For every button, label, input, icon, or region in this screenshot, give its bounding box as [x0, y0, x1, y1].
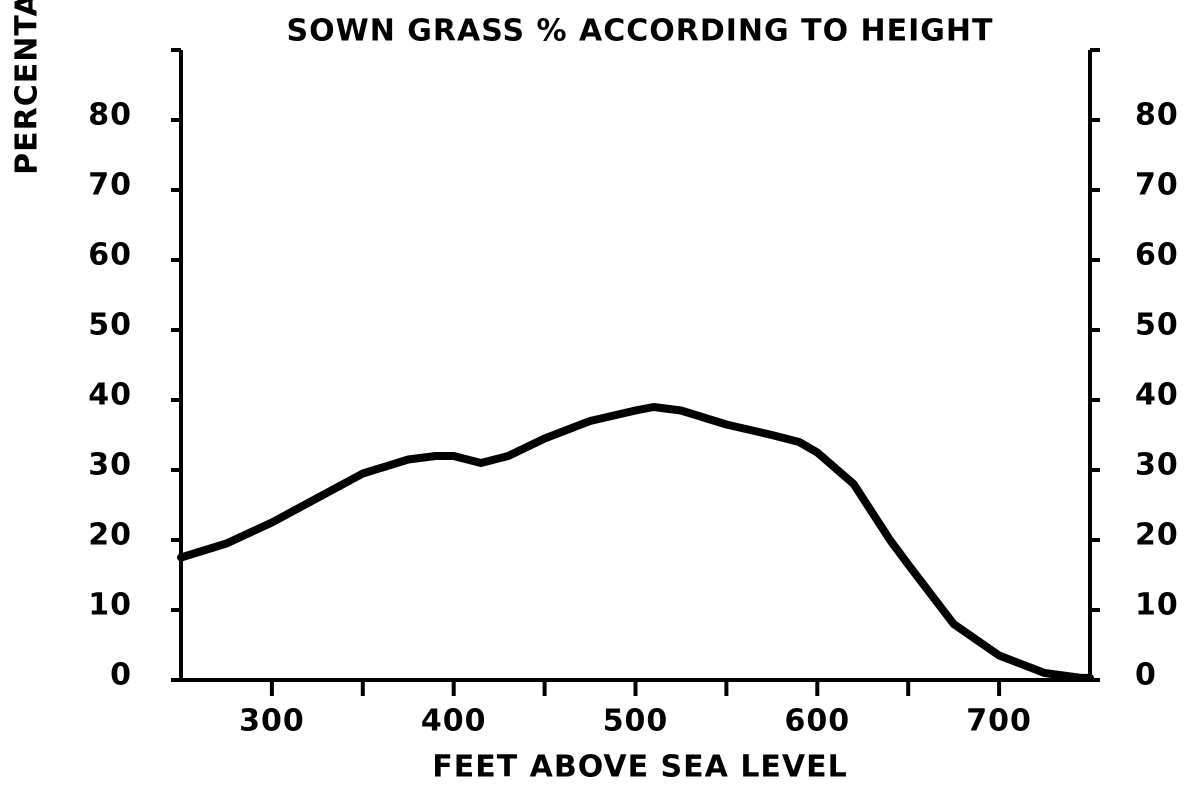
y-tick-label: 50 [88, 308, 132, 343]
y2-tick-label: 30 [1135, 448, 1179, 483]
y2-tick-label: 80 [1135, 98, 1179, 133]
y-tick-label: 80 [88, 98, 132, 133]
x-tick-label: 400 [421, 704, 487, 739]
y-tick-label: 0 [110, 658, 132, 693]
y-tick-label: 40 [88, 378, 132, 413]
y-tick-label: 60 [88, 238, 132, 273]
y2-tick-label: 10 [1135, 588, 1179, 623]
y-tick-label: 10 [88, 588, 132, 623]
y-axis-label: PERCENTAGE [10, 0, 45, 175]
x-axis-label: FEET ABOVE SEA LEVEL [432, 750, 848, 785]
x-tick-label: 300 [239, 704, 305, 739]
y-tick-label: 30 [88, 448, 132, 483]
chart-title: SOWN GRASS % ACCORDING TO HEIGHT [287, 14, 994, 49]
x-tick-label: 600 [784, 704, 850, 739]
x-tick-label: 700 [966, 704, 1032, 739]
y2-tick-label: 20 [1135, 518, 1179, 553]
y2-tick-label: 70 [1135, 168, 1179, 203]
y-tick-label: 70 [88, 168, 132, 203]
y2-tick-label: 50 [1135, 308, 1179, 343]
x-tick-label: 500 [603, 704, 669, 739]
y-tick-label: 20 [88, 518, 132, 553]
y2-tick-label: 60 [1135, 238, 1179, 273]
y2-tick-label: 0 [1135, 658, 1157, 693]
data-line [177, 403, 1094, 682]
y2-tick-label: 40 [1135, 378, 1179, 413]
